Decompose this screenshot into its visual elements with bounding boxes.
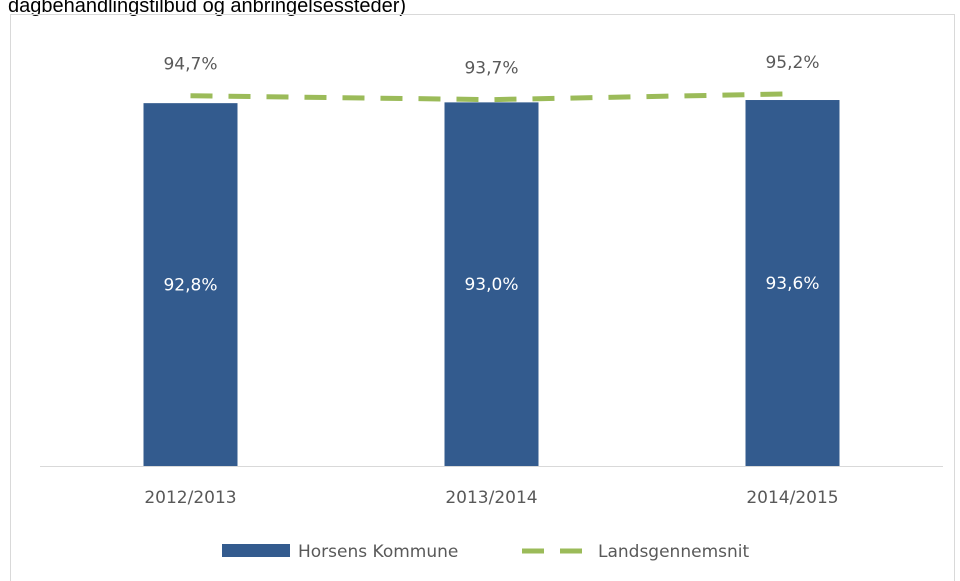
legend-label: Landsgennemsnit (598, 542, 749, 562)
chart-title: dagbehandlingstilbud og anbringelsessted… (8, 0, 406, 17)
bar (444, 102, 539, 467)
data-label: 93,6% (765, 274, 819, 294)
data-label: 95,2% (765, 53, 819, 73)
chart-frame (10, 14, 955, 581)
data-label: 93,0% (464, 275, 518, 295)
bar (143, 103, 238, 466)
data-label: 94,7% (163, 55, 217, 75)
legend-label: Horsens Kommune (298, 542, 458, 562)
bar (745, 100, 840, 467)
line (190, 91, 793, 103)
x-tick-label: 2014/2015 (746, 488, 838, 508)
x-tick-label: 2012/2013 (144, 488, 236, 508)
legend-swatch (222, 544, 290, 557)
data-label: 92,8% (163, 276, 217, 296)
x-tick-label: 2013/2014 (445, 488, 537, 508)
data-label: 93,7% (464, 59, 518, 79)
